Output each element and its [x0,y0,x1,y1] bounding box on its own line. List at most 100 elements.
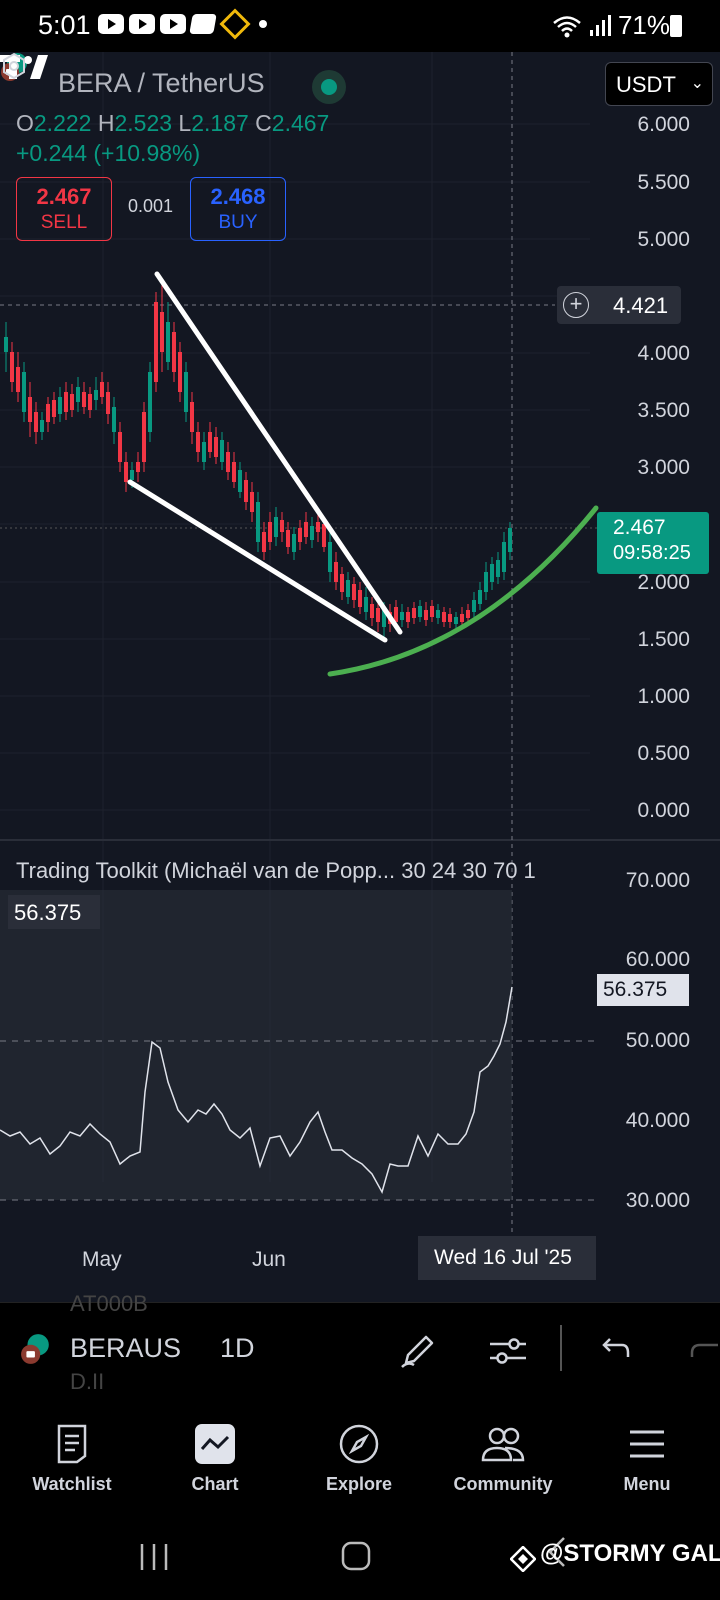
undo-icon[interactable] [596,1331,632,1367]
signal-icon [589,14,611,36]
nav-label: Chart [191,1474,239,1494]
nav-label: Explore [325,1474,393,1494]
price-axis-label: 1.000 [637,685,690,708]
bera-logo-icon [21,1334,49,1364]
battery-percent: 71% [617,10,670,40]
close-value: 2.467 [271,110,330,136]
indicator-title[interactable]: Trading Toolkit (Michaël van de Popp... … [16,858,536,883]
candle-body [214,437,218,457]
crosshair-price-label[interactable]: + 4.421 [557,286,681,324]
candle-body [370,604,374,618]
wifi-icon [553,15,581,37]
candle-body [490,564,494,582]
low-label: L [178,110,192,136]
indicator-value: 56.375 [8,895,100,929]
indicator-last-value: 56.375 [597,974,689,1006]
candle-body [196,432,200,452]
candle-body [256,502,260,542]
candle-body [448,614,452,622]
redo-icon[interactable] [690,1331,720,1367]
buy-label: BUY [218,212,258,233]
home-icon[interactable] [340,1540,372,1572]
candle-body [154,302,158,382]
indicator-axis-label: 60.000 [625,948,690,971]
candle-body [232,462,236,482]
market-open-indicator [312,70,346,104]
compass-icon [339,1424,379,1464]
close-label: C [255,110,272,136]
price-axis-label: 3.000 [637,456,690,479]
nav-label: Menu [623,1474,671,1494]
indicator-axis-label: 50.000 [625,1029,690,1052]
currency-select[interactable]: USDT ⌄ [605,62,713,106]
indicators-icon[interactable] [488,1331,528,1371]
watchlist-icon [57,1424,87,1464]
back-icon[interactable] [546,1536,568,1568]
chart-canvas[interactable] [0,52,720,1302]
status-bar: 5:01 71% [0,0,720,52]
candle-body [322,524,326,547]
nav-watchlist[interactable]: Watchlist [12,1422,132,1495]
candle-body [112,407,116,432]
recent-apps-icon[interactable] [138,1542,170,1572]
candle-body [394,607,398,622]
add-alert-plus-icon[interactable]: + [563,292,589,318]
candle-body [88,394,92,410]
candle-body [244,480,248,502]
candle-body [304,522,308,537]
indicator-axis-label: 30.000 [625,1189,690,1212]
candle-body [436,610,440,618]
interval-selector[interactable]: 1D [220,1333,255,1363]
candle-body [460,614,464,622]
buy-button[interactable]: 2.468 BUY [190,177,286,241]
open-label: O [16,110,34,136]
candle-body [274,517,278,537]
bottom-navigation: Watchlist Chart Explore Co [0,1402,720,1520]
candle-body [118,432,122,462]
candle-body [358,590,362,607]
candle-body [160,312,164,352]
candle-body [178,352,182,392]
nav-menu[interactable]: Menu [587,1422,707,1495]
nav-community[interactable]: Community [443,1422,563,1495]
candle-body [142,412,146,462]
sell-price: 2.467 [36,184,92,209]
symbol-title[interactable]: BERA / TetherUS [58,68,265,98]
candle-body [508,528,512,552]
symbol-selector[interactable]: BERAUS [70,1333,182,1363]
sell-label: SELL [40,212,88,233]
candle-body [52,400,56,417]
candle-body [202,442,206,462]
nav-explore[interactable]: Explore [299,1422,419,1495]
price-axis-label: 0.000 [637,799,690,822]
price-axis-label: 5.000 [637,228,690,251]
candle-body [418,606,422,617]
sell-button[interactable]: 2.467 SELL [16,177,112,241]
candle-body [328,542,332,572]
candle-body [382,610,386,627]
ghost-text: AT000B [70,1291,148,1316]
crosshair-date-label: Wed 16 Jul '25 [418,1236,596,1280]
watermark-text: @STORMY GAL [540,1540,720,1567]
nav-chart[interactable]: Chart [155,1422,275,1495]
chart-area[interactable]: BERA / TetherUS USDT ⌄ O2.222 H2.523 L2.… [0,52,720,1302]
candle-body [466,610,470,618]
high-label: H [97,110,115,136]
price-change: +0.244 (+10.98%) [16,140,201,166]
candle-body [442,612,446,622]
pencil-draw-icon[interactable] [398,1331,438,1371]
candle-body [280,520,284,532]
currency-value: USDT [616,72,676,97]
ghost-text: D.II [70,1369,105,1394]
buy-price: 2.468 [210,184,266,209]
notification-icons [98,8,267,40]
candle-body [250,492,254,512]
dot-icon [259,20,267,28]
candle-body [148,372,152,432]
candle-body [334,562,338,582]
candle-body [166,322,170,362]
candle-body [58,397,62,414]
candle-body [10,352,14,382]
candle-body [22,372,26,412]
chart-settings-icon[interactable] [0,52,28,80]
